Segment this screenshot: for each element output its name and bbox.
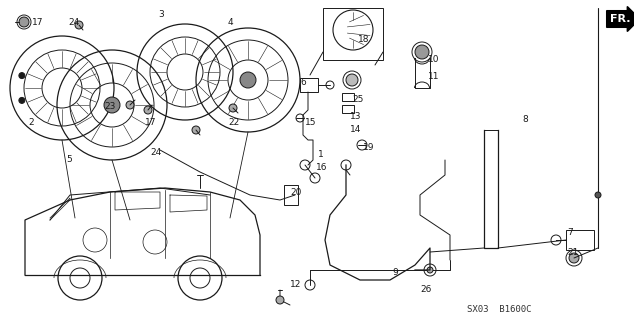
Bar	[342, 105, 354, 113]
Text: 12: 12	[290, 280, 301, 289]
Text: 24: 24	[68, 18, 79, 27]
Circle shape	[192, 126, 200, 134]
Text: 7: 7	[567, 228, 573, 237]
Text: 10: 10	[428, 55, 439, 64]
Text: SX03  B1600C: SX03 B1600C	[467, 306, 531, 315]
Text: 21: 21	[567, 248, 578, 257]
Circle shape	[276, 296, 284, 304]
Text: 2: 2	[28, 118, 34, 127]
Text: 8: 8	[522, 115, 527, 124]
Text: 25: 25	[352, 95, 363, 104]
Circle shape	[144, 106, 152, 114]
Text: 26: 26	[420, 285, 431, 294]
Bar	[323, 8, 383, 60]
Circle shape	[240, 72, 256, 88]
Text: 13: 13	[350, 112, 361, 121]
Bar	[284, 185, 298, 205]
Circle shape	[19, 73, 25, 79]
Text: 15: 15	[305, 118, 316, 127]
Circle shape	[75, 21, 83, 29]
Circle shape	[346, 74, 358, 86]
Text: 6: 6	[300, 78, 306, 87]
Text: 17: 17	[32, 18, 44, 27]
Text: 16: 16	[316, 163, 328, 172]
Text: 22: 22	[228, 118, 239, 127]
Text: 4: 4	[228, 18, 233, 27]
Text: 23: 23	[104, 102, 115, 111]
Text: 17: 17	[145, 118, 157, 127]
Circle shape	[19, 97, 25, 103]
Text: FR.: FR.	[610, 14, 630, 24]
Text: 14: 14	[350, 125, 361, 134]
Text: 5: 5	[66, 155, 72, 164]
Circle shape	[427, 267, 433, 273]
Bar	[566, 230, 594, 250]
Bar	[300, 78, 318, 92]
Circle shape	[569, 253, 579, 263]
Circle shape	[126, 101, 134, 109]
Circle shape	[229, 104, 237, 112]
Text: 3: 3	[158, 10, 164, 19]
Bar	[342, 93, 354, 101]
Circle shape	[595, 192, 601, 198]
Circle shape	[415, 45, 429, 59]
Text: 11: 11	[428, 72, 439, 81]
Text: 18: 18	[358, 35, 370, 44]
Text: 1: 1	[318, 150, 324, 159]
Text: 24: 24	[150, 148, 161, 157]
Text: 19: 19	[363, 143, 375, 152]
Circle shape	[19, 17, 29, 27]
Text: 20: 20	[290, 188, 301, 197]
Circle shape	[104, 97, 120, 113]
Text: 9: 9	[392, 268, 398, 277]
